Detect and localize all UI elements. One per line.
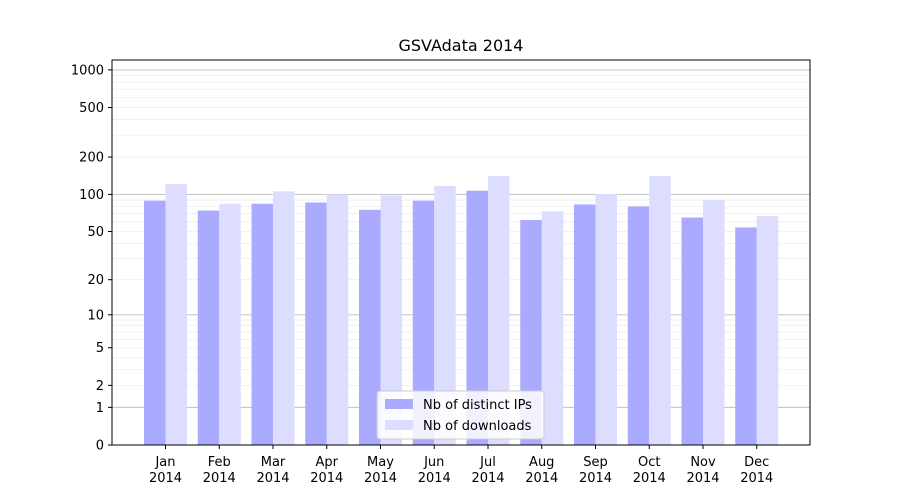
- legend-box: [376, 390, 545, 440]
- x-tick-label: Nov 2014: [686, 455, 719, 486]
- y-tick-label: 20: [87, 273, 104, 288]
- bar-downloads: [434, 185, 456, 445]
- legend: Nb of distinct IPs Nb of downloads: [376, 390, 545, 440]
- x-tick-label: May 2014: [364, 455, 397, 486]
- x-tick-label: Jul 2014: [471, 455, 504, 486]
- bar-downloads: [756, 215, 779, 445]
- x-tick-label: Jan 2014: [149, 455, 182, 486]
- x-tick-label: Oct 2014: [633, 455, 666, 486]
- x-tick-label: Mar 2014: [256, 455, 289, 486]
- bar-downloads: [273, 191, 295, 445]
- bar-downloads: [703, 200, 725, 445]
- x-tick-label: Jun 2014: [418, 455, 451, 486]
- bar-downloads: [219, 203, 241, 445]
- bar-downloads: [326, 194, 349, 445]
- bars: [144, 175, 779, 446]
- legend-label: Nb of downloads: [423, 419, 532, 434]
- x-tick-label: Aug 2014: [525, 455, 558, 486]
- x-tick-label: Feb 2014: [203, 455, 236, 486]
- plot-frame: [111, 59, 811, 446]
- x-tick-label: Dec 2014: [740, 455, 773, 486]
- bar-ips: [466, 190, 488, 445]
- y-tick-label: 10: [87, 308, 104, 323]
- y-tick-label: 500: [79, 101, 104, 116]
- legend-swatch: [385, 399, 413, 409]
- bar-ips: [251, 203, 273, 445]
- bar-downloads: [488, 175, 510, 446]
- bar-ips: [574, 204, 596, 445]
- bar-ips: [305, 202, 327, 445]
- legend-label: Nb of distinct IPs: [423, 398, 532, 413]
- bar-downloads: [541, 211, 564, 445]
- x-tick-label: Apr 2014: [310, 455, 343, 486]
- bar-downloads: [595, 193, 617, 445]
- y-tick-label: 2: [96, 379, 104, 394]
- y-tick-label: 100: [79, 188, 104, 203]
- bar-downloads: [165, 184, 187, 445]
- bar-ips: [359, 209, 381, 445]
- bar-ips: [412, 200, 435, 445]
- y-tick-label: 50: [87, 225, 104, 240]
- bar-ips: [144, 200, 166, 445]
- bar-ips: [681, 217, 703, 445]
- bar-ips: [627, 206, 650, 445]
- y-tick-label: 0: [96, 439, 104, 454]
- bar-ips: [197, 210, 220, 445]
- y-tick-label: 5: [96, 341, 104, 356]
- y-tick-label: 200: [79, 151, 104, 166]
- axis-ticks: 0 1 2 5 10 20 50 100 200 500 1000 Jan 2014 Feb 2014 Mar…: [71, 63, 773, 486]
- bar-downloads: [380, 195, 402, 445]
- legend-swatch: [385, 420, 413, 430]
- chart-title: GSVAdata 2014: [399, 36, 524, 55]
- y-tick-label: 1000: [71, 63, 104, 78]
- bar-ips: [735, 227, 757, 445]
- bar-ips: [520, 220, 542, 445]
- bar-downloads: [649, 175, 671, 446]
- y-tick-label: 1: [96, 401, 104, 416]
- x-tick-label: Sep 2014: [579, 455, 612, 486]
